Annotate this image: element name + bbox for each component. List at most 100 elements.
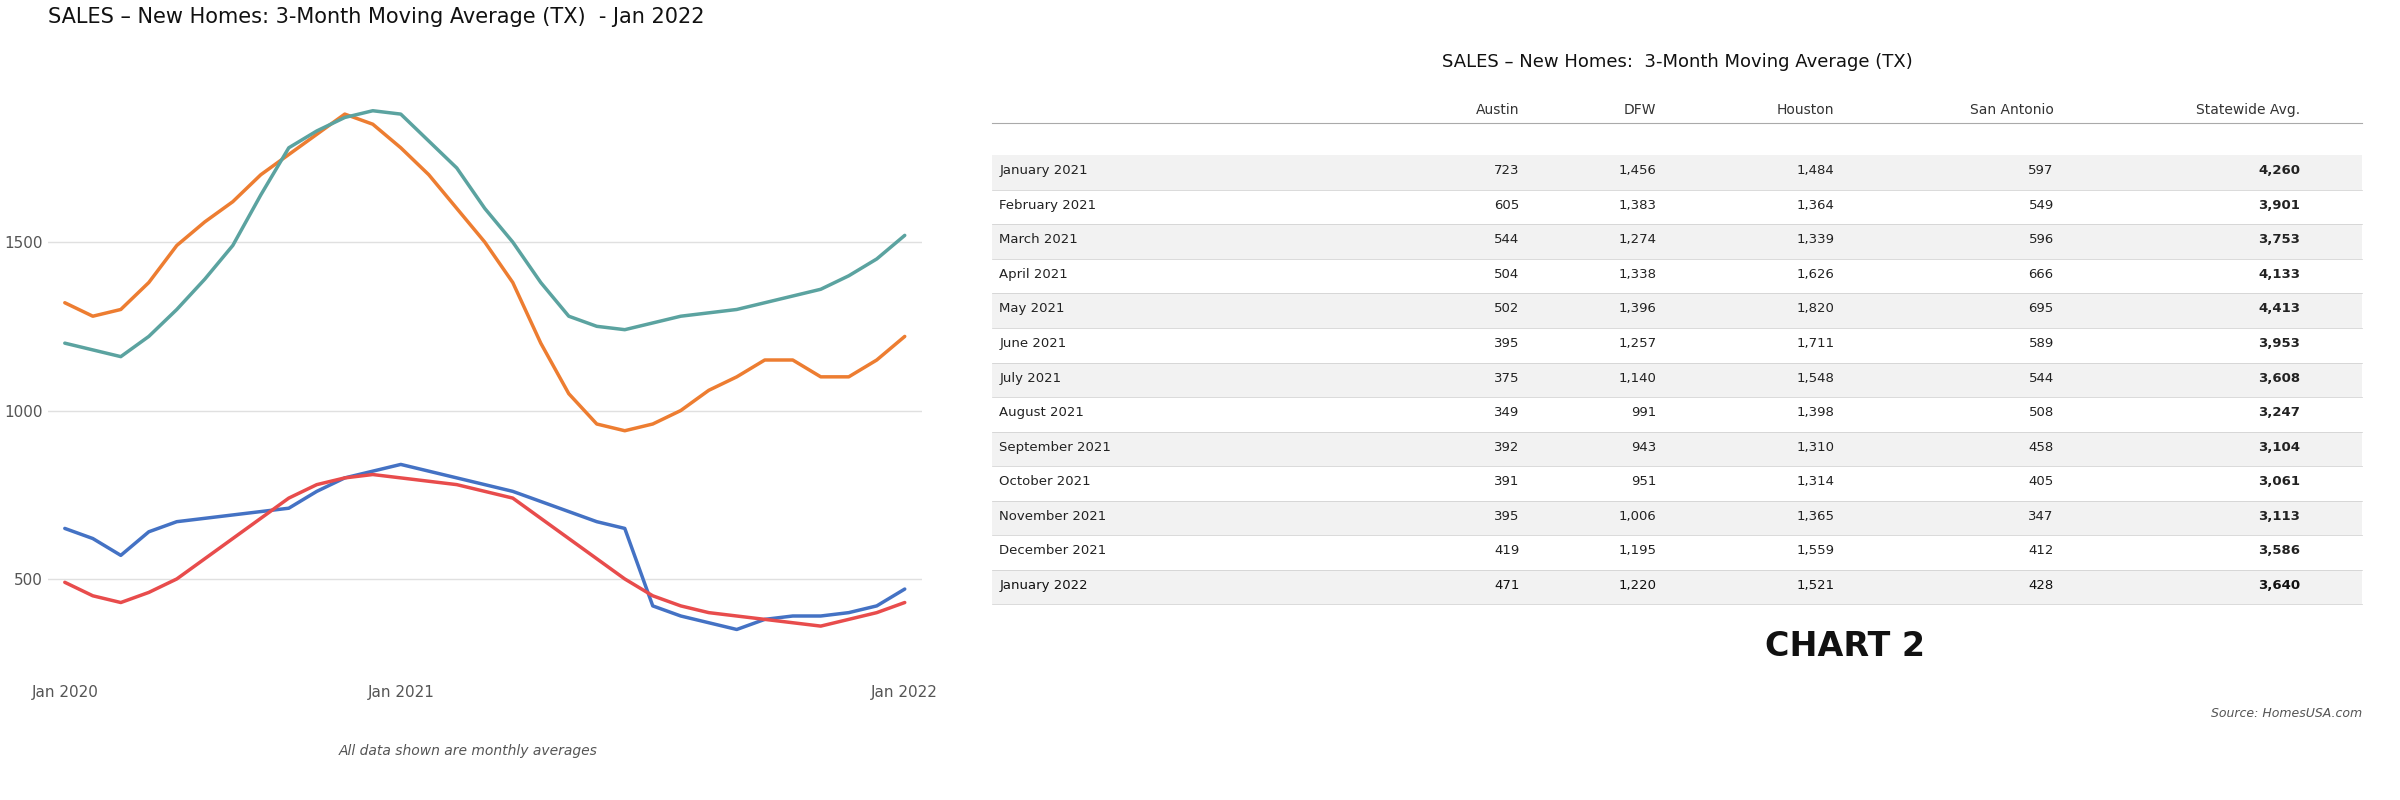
DFW [583,419,612,429]
Austin [638,601,667,610]
Bar [991,362,2362,397]
Text: 991: 991 [1632,406,1656,419]
DFW [331,110,360,119]
Text: 391: 391 [1495,475,1519,488]
Text: 1,006: 1,006 [1618,510,1656,523]
Text: 3,061: 3,061 [2258,475,2299,488]
San Antonio [610,574,638,584]
San Antonio [499,494,528,503]
Text: DFW: DFW [1625,102,1656,117]
Text: May 2021: May 2021 [998,302,1066,315]
Houston [694,308,722,318]
Bar [991,155,2362,190]
Austin [50,524,79,534]
Text: 3,953: 3,953 [2258,337,2299,350]
Bar [991,432,2362,466]
Text: 1,274: 1,274 [1618,234,1656,246]
Houston [274,143,302,153]
Text: October 2021: October 2021 [998,475,1092,488]
Austin [190,514,218,523]
Austin [751,614,780,624]
Text: 1,711: 1,711 [1798,337,1834,350]
Line: Austin: Austin [65,465,905,630]
Austin [835,608,864,618]
Austin [358,466,386,476]
Text: 4,413: 4,413 [2258,302,2299,315]
Houston [247,190,276,200]
DFW [499,278,528,287]
DFW [247,170,276,179]
DFW [358,119,386,129]
Text: 666: 666 [2028,268,2054,281]
Text: 1,521: 1,521 [1798,579,1834,592]
San Antonio [358,470,386,479]
DFW [442,204,470,214]
Houston [442,163,470,173]
Bar [991,501,2362,535]
Text: 544: 544 [2028,372,2054,385]
Houston [722,305,751,314]
Houston [806,285,835,294]
DFW [274,150,302,159]
DFW [862,355,890,365]
Text: San Antonio: San Antonio [1970,102,2054,117]
Houston [890,230,919,240]
Text: SALES – New Homes:  3-Month Moving Average (TX): SALES – New Homes: 3-Month Moving Averag… [1442,53,1913,70]
Text: September 2021: September 2021 [998,441,1111,454]
San Antonio [638,591,667,601]
DFW [79,311,108,321]
Line: Houston: Houston [65,110,905,357]
DFW [667,406,696,415]
San Antonio [79,591,108,601]
Text: March 2021: March 2021 [998,234,1078,246]
San Antonio [667,601,696,610]
Austin [862,601,890,610]
Austin [722,625,751,634]
San Antonio [163,574,192,584]
Austin [610,524,638,534]
Text: February 2021: February 2021 [998,199,1097,212]
Houston [862,254,890,264]
DFW [218,197,247,206]
Text: November 2021: November 2021 [998,510,1106,523]
DFW [638,419,667,429]
DFW [526,338,554,348]
DFW [835,372,864,382]
Austin [274,503,302,513]
Text: All data shown are monthly averages: All data shown are monthly averages [338,744,598,758]
Austin [442,473,470,482]
Text: 597: 597 [2028,164,2054,178]
San Antonio [302,480,331,490]
Austin [667,611,696,621]
San Antonio [526,514,554,523]
San Antonio [442,480,470,490]
Text: 1,820: 1,820 [1798,302,1834,315]
San Antonio [583,554,612,563]
Text: 3,608: 3,608 [2258,372,2299,385]
San Antonio [50,578,79,587]
Text: CHART 2: CHART 2 [1764,630,1925,663]
Text: 1,559: 1,559 [1798,545,1834,558]
Houston [415,136,444,146]
Austin [134,527,163,537]
DFW [302,130,331,139]
Text: 4,133: 4,133 [2258,268,2299,281]
DFW [386,143,415,153]
Text: Austin: Austin [1476,102,1519,117]
Line: San Antonio: San Antonio [65,474,905,626]
Austin [415,466,444,476]
Houston [190,274,218,284]
Text: 544: 544 [1495,234,1519,246]
Text: 508: 508 [2028,406,2054,419]
Text: 1,140: 1,140 [1618,372,1656,385]
Houston [638,318,667,328]
Text: 412: 412 [2028,545,2054,558]
Houston [50,338,79,348]
Austin [806,611,835,621]
San Antonio [218,534,247,543]
Text: 1,310: 1,310 [1798,441,1834,454]
DFW [778,355,806,365]
Text: 458: 458 [2028,441,2054,454]
Text: 1,396: 1,396 [1618,302,1656,315]
Text: 1,548: 1,548 [1798,372,1834,385]
